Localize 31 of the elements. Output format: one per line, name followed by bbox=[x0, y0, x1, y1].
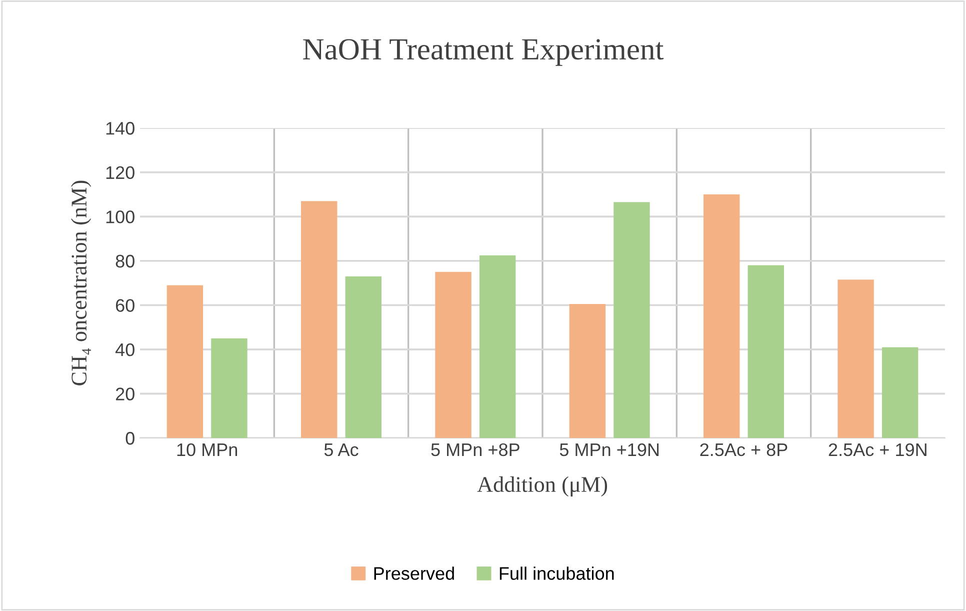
x-axis-title: Addition (μM) bbox=[477, 476, 608, 497]
y-tick-label: 60 bbox=[116, 299, 134, 312]
y-tick-label: 140 bbox=[106, 122, 134, 135]
bar bbox=[479, 255, 516, 438]
bar bbox=[748, 265, 784, 438]
bar bbox=[211, 338, 248, 438]
bar bbox=[882, 347, 918, 438]
x-tick-label: 5 Ac bbox=[324, 444, 358, 456]
bar bbox=[435, 272, 472, 438]
bar bbox=[166, 285, 204, 438]
legend-label: Preserved bbox=[374, 566, 454, 580]
y-tick-label: 120 bbox=[106, 166, 134, 180]
x-tick-label: 5 MPn +19N bbox=[560, 443, 659, 456]
y-tick-label: 20 bbox=[116, 388, 134, 400]
y-axis-title: CH₄ oncentration (nM) bbox=[70, 180, 92, 386]
y-tick-label: 80 bbox=[116, 254, 134, 268]
x-tick-label: 2.5Ac + 8P bbox=[700, 443, 788, 456]
bar bbox=[301, 201, 338, 438]
y-tick-label: 100 bbox=[106, 210, 134, 224]
x-tick-label: 5 MPn +8P bbox=[431, 443, 520, 456]
chart-title: NaOH Treatment Experiment bbox=[303, 39, 664, 66]
bar bbox=[345, 276, 382, 438]
y-tick-label: 0 bbox=[126, 432, 134, 445]
bar bbox=[569, 304, 606, 438]
y-tick-label: 40 bbox=[115, 343, 134, 356]
bar bbox=[614, 202, 650, 438]
bar bbox=[838, 280, 874, 438]
bar bbox=[704, 194, 740, 438]
x-tick-label: 2.5Ac + 19N bbox=[828, 443, 926, 456]
x-tick-label: 10 MPn bbox=[177, 443, 238, 456]
legend-label: Full incubation bbox=[500, 566, 614, 580]
